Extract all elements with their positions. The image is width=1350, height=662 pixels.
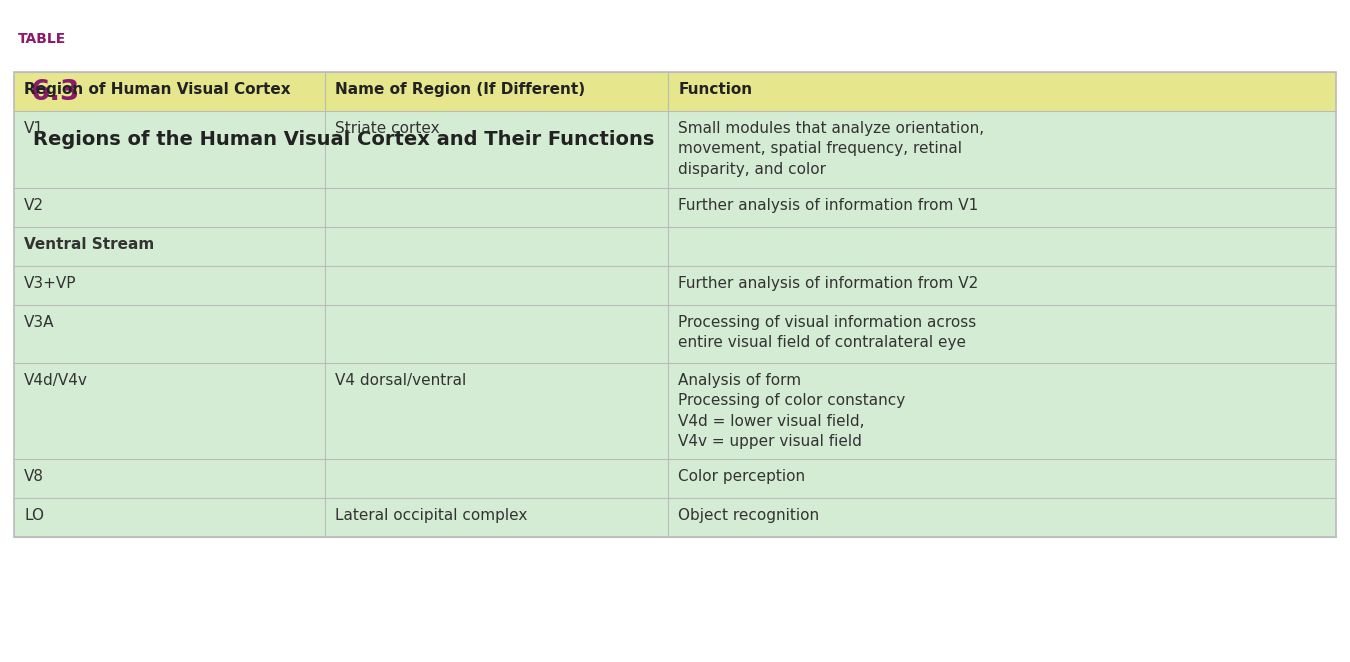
Text: Small modules that analyze orientation,
movement, spatial frequency, retinal
dis: Small modules that analyze orientation, … bbox=[679, 121, 984, 177]
Text: Color perception: Color perception bbox=[679, 469, 806, 484]
Text: Further analysis of information from V1: Further analysis of information from V1 bbox=[679, 198, 979, 213]
Text: 6.3: 6.3 bbox=[30, 78, 80, 106]
Text: Striate cortex: Striate cortex bbox=[335, 121, 439, 136]
Text: Further analysis of information from V2: Further analysis of information from V2 bbox=[679, 276, 979, 291]
Bar bbox=[14, 305, 1336, 363]
Text: V8: V8 bbox=[24, 469, 45, 484]
Text: Region of Human Visual Cortex: Region of Human Visual Cortex bbox=[24, 82, 290, 97]
Text: Processing of visual information across
entire visual field of contralateral eye: Processing of visual information across … bbox=[679, 315, 976, 350]
Text: V2: V2 bbox=[24, 198, 45, 213]
Text: LO: LO bbox=[24, 508, 45, 523]
Text: TABLE: TABLE bbox=[18, 32, 66, 46]
Bar bbox=[14, 111, 1336, 188]
Bar bbox=[14, 498, 1336, 537]
Text: Function: Function bbox=[679, 82, 752, 97]
Text: V4d/V4v: V4d/V4v bbox=[24, 373, 88, 388]
Text: Lateral occipital complex: Lateral occipital complex bbox=[335, 508, 526, 523]
Bar bbox=[14, 72, 1336, 537]
Text: Regions of the Human Visual Cortex and Their Functions: Regions of the Human Visual Cortex and T… bbox=[32, 130, 655, 149]
Text: Object recognition: Object recognition bbox=[679, 508, 819, 523]
Text: Analysis of form
Processing of color constancy
V4d = lower visual field,
V4v = u: Analysis of form Processing of color con… bbox=[679, 373, 906, 449]
Text: Name of Region (If Different): Name of Region (If Different) bbox=[335, 82, 585, 97]
Text: V1: V1 bbox=[24, 121, 45, 136]
Bar bbox=[14, 266, 1336, 305]
Text: V4 dorsal/ventral: V4 dorsal/ventral bbox=[335, 373, 466, 388]
Bar bbox=[14, 227, 1336, 266]
Text: V3+VP: V3+VP bbox=[24, 276, 77, 291]
Bar bbox=[14, 363, 1336, 459]
Text: Ventral Stream: Ventral Stream bbox=[24, 237, 154, 252]
Bar bbox=[14, 72, 1336, 111]
Text: V3A: V3A bbox=[24, 315, 54, 330]
Bar bbox=[14, 188, 1336, 227]
Bar bbox=[14, 459, 1336, 498]
